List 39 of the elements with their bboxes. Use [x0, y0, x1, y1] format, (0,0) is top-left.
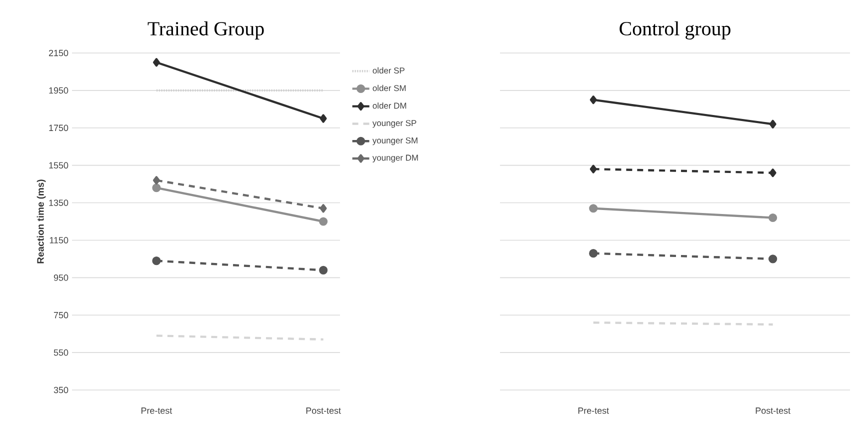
y-tick-label: 750: [54, 312, 68, 318]
legend-label: younger SP: [372, 120, 416, 128]
legend-label: older SM: [372, 84, 406, 92]
x-tick-label: Pre-test: [578, 408, 609, 414]
chart-title: Control group: [620, 21, 730, 40]
y-tick-label: 1950: [49, 87, 68, 94]
y-axis-title: Reaction time (ms): [36, 180, 46, 264]
y-tick-label: 550: [54, 349, 68, 356]
point: [152, 58, 160, 67]
chart-title: Trained Group: [148, 21, 264, 40]
point: [319, 217, 328, 226]
y-tick-label: 2150: [48, 50, 68, 56]
y-tick-label: 1750: [49, 124, 68, 132]
point: [152, 256, 161, 266]
point: [590, 96, 597, 104]
point: [152, 184, 161, 192]
point: [152, 176, 160, 185]
point: [589, 204, 598, 213]
y-tick-label: 1550: [49, 162, 68, 169]
point: [768, 254, 778, 264]
y-tick-label: 1350: [49, 200, 68, 206]
legend-label: younger DM: [372, 154, 418, 162]
point: [590, 164, 597, 174]
point: [768, 213, 778, 222]
point: [769, 168, 776, 178]
point: [589, 249, 598, 258]
x-tick-label: Post-test: [756, 408, 790, 414]
point: [319, 266, 328, 274]
x-tick-label: Post-test: [306, 408, 341, 414]
point: [769, 120, 776, 128]
legend-label: older SP: [372, 67, 404, 74]
legend-label: older DM: [372, 102, 406, 109]
x-tick-label: Pre-test: [141, 408, 172, 414]
point: [320, 204, 327, 213]
y-tick-label: 950: [54, 274, 68, 281]
y-tick-label: 1150: [50, 237, 68, 244]
legend-label: younger SM: [372, 137, 418, 146]
point: [320, 114, 327, 123]
y-tick-label: 350: [54, 386, 68, 394]
